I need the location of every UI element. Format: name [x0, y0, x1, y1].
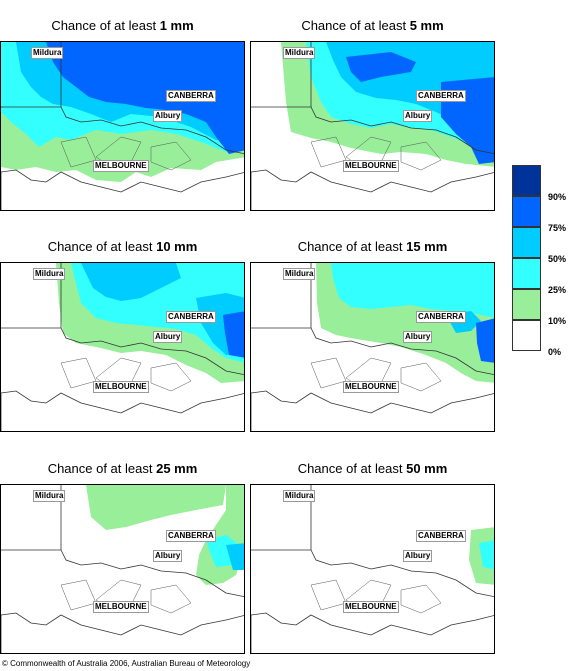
rainfall-map: Mildura CANBERRA Albury MELBOURNE — [0, 484, 245, 654]
place-albury: Albury — [153, 110, 183, 122]
panel-title: Chance of at least 1 mm — [51, 18, 194, 33]
legend-label-90: 90% — [548, 192, 567, 202]
place-canberra: CANBERRA — [416, 90, 466, 102]
panel-title: Chance of at least 25 mm — [47, 461, 198, 476]
place-mildura: Mildura — [283, 268, 316, 280]
place-albury: Albury — [153, 550, 183, 562]
legend-swatch-10 — [512, 289, 541, 320]
place-melbourne: MELBOURNE — [343, 381, 399, 393]
place-mildura: Mildura — [33, 268, 66, 280]
place-melbourne: MELBOURNE — [93, 381, 149, 393]
place-mildura: Mildura — [283, 47, 316, 59]
place-melbourne: MELBOURNE — [343, 160, 399, 172]
rainfall-map: Mildura CANBERRA Albury MELBOURNE — [250, 484, 495, 654]
legend-label-0: 0% — [548, 347, 562, 357]
place-albury: Albury — [153, 331, 183, 343]
place-canberra: CANBERRA — [166, 90, 216, 102]
place-canberra: CANBERRA — [416, 311, 466, 323]
place-albury: Albury — [403, 331, 433, 343]
legend-swatch-75 — [512, 196, 541, 227]
legend-label-50: 50% — [548, 254, 567, 264]
rainfall-map: Mildura CANBERRA Albury MELBOURNE — [0, 262, 245, 432]
place-canberra: CANBERRA — [166, 530, 216, 542]
rainfall-map: Mildura CANBERRA Albury MELBOURNE — [250, 262, 495, 432]
legend-swatch-25 — [512, 258, 541, 289]
place-mildura: Mildura — [283, 490, 316, 502]
legend-label-10: 10% — [548, 316, 567, 326]
legend-swatch-50 — [512, 227, 541, 258]
place-albury: Albury — [403, 550, 433, 562]
panel-title: Chance of at least 10 mm — [47, 239, 198, 254]
copyright-notice: © Commonwealth of Australia 2006, Austra… — [2, 659, 251, 668]
place-mildura: Mildura — [31, 47, 64, 59]
panel-title: Chance of at least 15 mm — [297, 239, 448, 254]
place-melbourne: MELBOURNE — [343, 601, 399, 613]
rainfall-map: Mildura CANBERRA Albury MELBOURNE — [250, 41, 495, 211]
legend-label-75: 75% — [548, 223, 567, 233]
place-canberra: CANBERRA — [166, 311, 216, 323]
place-melbourne: MELBOURNE — [93, 160, 149, 172]
place-canberra: CANBERRA — [416, 530, 466, 542]
panel-title: Chance of at least 5 mm — [301, 18, 444, 33]
place-albury: Albury — [403, 110, 433, 122]
legend-label-25: 25% — [548, 285, 567, 295]
legend-swatch-0 — [512, 320, 541, 351]
place-melbourne: MELBOURNE — [93, 601, 149, 613]
place-mildura: Mildura — [33, 490, 66, 502]
panel-title: Chance of at least 50 mm — [297, 461, 448, 476]
legend-swatch-90 — [512, 165, 541, 196]
rainfall-map: Mildura CANBERRA Albury MELBOURNE — [0, 41, 245, 211]
